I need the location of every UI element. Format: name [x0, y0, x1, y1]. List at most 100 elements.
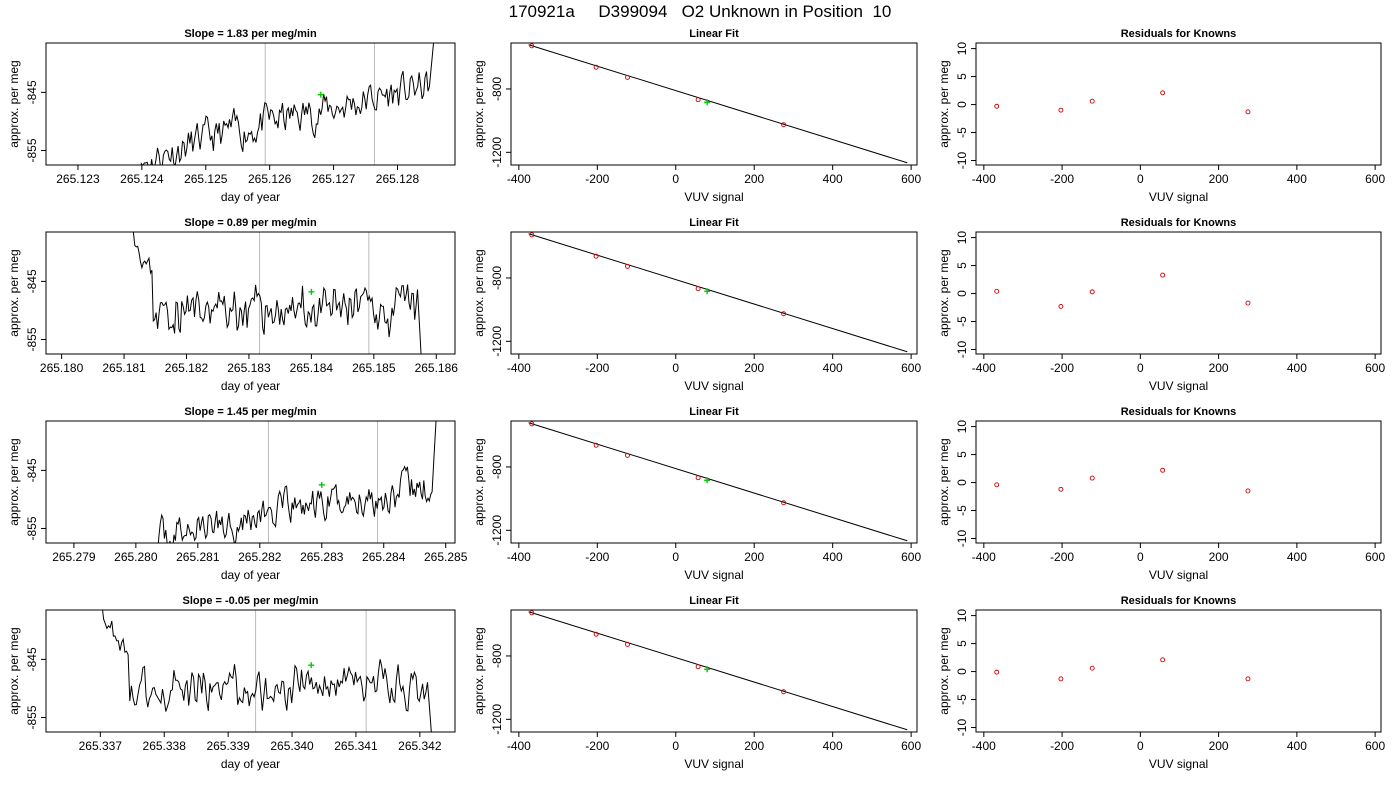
data-trace [99, 610, 432, 732]
data-point [1160, 90, 1166, 96]
data-point [695, 97, 701, 103]
data-point [1089, 475, 1095, 481]
data-point [593, 442, 599, 448]
data-point [625, 74, 630, 80]
data-point [593, 253, 599, 259]
x-tick-label: -400 [972, 739, 996, 753]
data-point [1160, 657, 1166, 663]
x-tick-label: 265.128 [376, 172, 420, 186]
y-tick-label: 0 [955, 101, 969, 108]
x-tick-label: -400 [972, 550, 996, 564]
x-axis-label: day of year [221, 190, 280, 204]
data-point [781, 689, 787, 695]
data-point [695, 664, 701, 670]
x-tick-label: 265.280 [114, 550, 158, 564]
x-axis-label: VUV signal [684, 757, 743, 771]
panel-title: Residuals for Knowns [1121, 406, 1237, 418]
panel-3-3: Residuals for Knowns -400 -200 0 200 400 600 10… [937, 406, 1385, 582]
x-tick-label: -200 [585, 739, 609, 753]
x-tick-label: 265.124 [120, 172, 164, 186]
panel-title: Slope = -0.05 per meg/min [182, 595, 318, 607]
x-axis-label: VUV signal [1149, 757, 1208, 771]
plot-frame [510, 42, 918, 166]
x-tick-label: -400 [507, 550, 531, 564]
y-axis-label: approx. per meg [472, 249, 486, 336]
y-tick-label: 5 [955, 73, 969, 80]
x-tick-label: -400 [972, 172, 996, 186]
plot-frame [45, 231, 456, 355]
y-tick-label: -855 [25, 327, 39, 351]
x-tick-label: 200 [1209, 172, 1229, 186]
y-tick-label: -5 [955, 127, 969, 138]
x-tick-label: 400 [1287, 361, 1307, 375]
x-axis-label: VUV signal [1149, 568, 1208, 582]
x-tick-label: 265.281 [176, 550, 220, 564]
x-tick-label: 400 [823, 550, 843, 564]
y-tick-label: -1200 [490, 704, 504, 735]
x-tick-label: 600 [1365, 172, 1385, 186]
x-tick-label: 265.340 [270, 739, 314, 753]
x-tick-label: 600 [1365, 739, 1385, 753]
y-tick-label: -10 [955, 341, 969, 359]
x-tick-label: 600 [901, 739, 921, 753]
x-tick-label: -200 [585, 550, 609, 564]
data-point [695, 286, 701, 292]
x-tick-label: 200 [744, 550, 764, 564]
y-tick-label: -845 [25, 80, 39, 104]
plot-area [528, 232, 908, 353]
y-tick-label: 10 [955, 609, 969, 623]
fit-line [528, 611, 908, 731]
y-tick-label: 0 [955, 479, 969, 486]
x-axis-label: VUV signal [684, 379, 743, 393]
x-tick-label: 200 [744, 172, 764, 186]
x-tick-label: 265.181 [102, 361, 146, 375]
data-point [529, 232, 535, 238]
plot-frame [510, 609, 918, 733]
data-trace [132, 232, 422, 354]
x-tick-label: 265.341 [334, 739, 378, 753]
plot-frame [975, 42, 1382, 166]
data-point [593, 631, 599, 637]
data-point [1089, 665, 1095, 671]
data-point [1089, 98, 1095, 104]
panel-title: Linear Fit [689, 28, 739, 40]
x-tick-label: -200 [1050, 361, 1074, 375]
panel-1-1: Slope = 1.83 per meg/min 265.123 265.124 26… [7, 28, 456, 204]
panel-4-1: Slope = -0.05 per meg/min 265.337 265.338 2… [7, 595, 456, 771]
y-tick-label: -855 [25, 516, 39, 540]
plot-area [528, 610, 908, 731]
x-tick-label: 600 [1365, 550, 1385, 564]
x-tick-label: 600 [1365, 361, 1385, 375]
plot-frame [975, 609, 1382, 733]
x-tick-label: 0 [1137, 739, 1144, 753]
y-tick-label: -845 [25, 269, 39, 293]
plot-area [99, 610, 432, 732]
x-tick-label: -400 [507, 361, 531, 375]
y-tick-label: 5 [955, 262, 969, 269]
y-tick-label: -10 [955, 152, 969, 170]
y-tick-label: -5 [955, 316, 969, 327]
x-tick-label: 600 [901, 550, 921, 564]
page-title: 170921a D399094 O2 Unknown in Position 1… [508, 2, 892, 21]
x-tick-label: 0 [672, 172, 679, 186]
y-tick-label: -845 [25, 458, 39, 482]
data-trace [140, 43, 435, 165]
plot-frame [975, 231, 1382, 355]
y-axis-label: approx. per meg [937, 249, 951, 336]
data-point [625, 452, 630, 458]
panel-1-2: Linear Fit -400 -200 0 200 400 600 -800 -1200 VUV… [472, 28, 921, 204]
y-axis-label: approx. per meg [937, 438, 951, 525]
y-tick-label: 5 [955, 451, 969, 458]
x-tick-label: 400 [823, 172, 843, 186]
x-tick-label: -400 [507, 172, 531, 186]
x-tick-label: 400 [823, 361, 843, 375]
x-tick-label: 0 [1137, 172, 1144, 186]
x-tick-label: 0 [1137, 361, 1144, 375]
x-tick-label: 265.184 [290, 361, 334, 375]
y-tick-label: -855 [25, 705, 39, 729]
x-tick-label: 200 [1209, 550, 1229, 564]
x-tick-label: 400 [823, 739, 843, 753]
x-tick-label: 265.126 [248, 172, 292, 186]
plot-area [140, 43, 435, 165]
